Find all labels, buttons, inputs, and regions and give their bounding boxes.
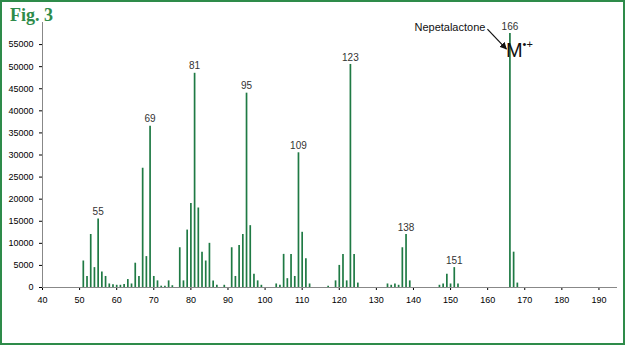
svg-text:0: 0 <box>28 282 33 292</box>
svg-text:90: 90 <box>223 295 233 305</box>
svg-text:130: 130 <box>369 295 384 305</box>
svg-text:180: 180 <box>554 295 569 305</box>
svg-text:69: 69 <box>145 113 157 124</box>
svg-text:100: 100 <box>258 295 273 305</box>
svg-text:109: 109 <box>290 140 307 151</box>
svg-text:45000: 45000 <box>8 84 33 94</box>
html-text:Fig. 3: Fig. 3 <box>10 5 53 25</box>
svg-text:160: 160 <box>480 295 495 305</box>
svg-text:40: 40 <box>37 295 47 305</box>
svg-text:151: 151 <box>446 255 463 266</box>
svg-text:190: 190 <box>591 295 606 305</box>
svg-text:55000: 55000 <box>8 39 33 49</box>
svg-text:123: 123 <box>342 52 359 63</box>
svg-text:40000: 40000 <box>8 106 33 116</box>
svg-text:5000: 5000 <box>13 260 33 270</box>
svg-text:10000: 10000 <box>8 238 33 248</box>
svg-text:166: 166 <box>502 21 519 32</box>
svg-text:55: 55 <box>93 206 105 217</box>
svg-text:80: 80 <box>186 295 196 305</box>
svg-text:M•+: M•+ <box>506 38 533 61</box>
svg-text:170: 170 <box>517 295 532 305</box>
svg-text:95: 95 <box>241 80 253 91</box>
svg-text:15000: 15000 <box>8 216 33 226</box>
svg-text:30000: 30000 <box>8 150 33 160</box>
svg-text:20000: 20000 <box>8 194 33 204</box>
svg-text:70: 70 <box>149 295 159 305</box>
svg-text:110: 110 <box>295 295 309 305</box>
svg-text:138: 138 <box>398 222 415 233</box>
svg-text:120: 120 <box>332 295 347 305</box>
svg-text:25000: 25000 <box>8 172 33 182</box>
svg-text:50: 50 <box>75 295 85 305</box>
svg-text:50000: 50000 <box>8 62 33 72</box>
svg-text:140: 140 <box>406 295 421 305</box>
svg-text:35000: 35000 <box>8 128 33 138</box>
svg-text:60: 60 <box>112 295 122 305</box>
svg-text:81: 81 <box>189 60 201 71</box>
svg-text:Nepetalactone: Nepetalactone <box>414 21 485 33</box>
svg-text:150: 150 <box>443 295 458 305</box>
